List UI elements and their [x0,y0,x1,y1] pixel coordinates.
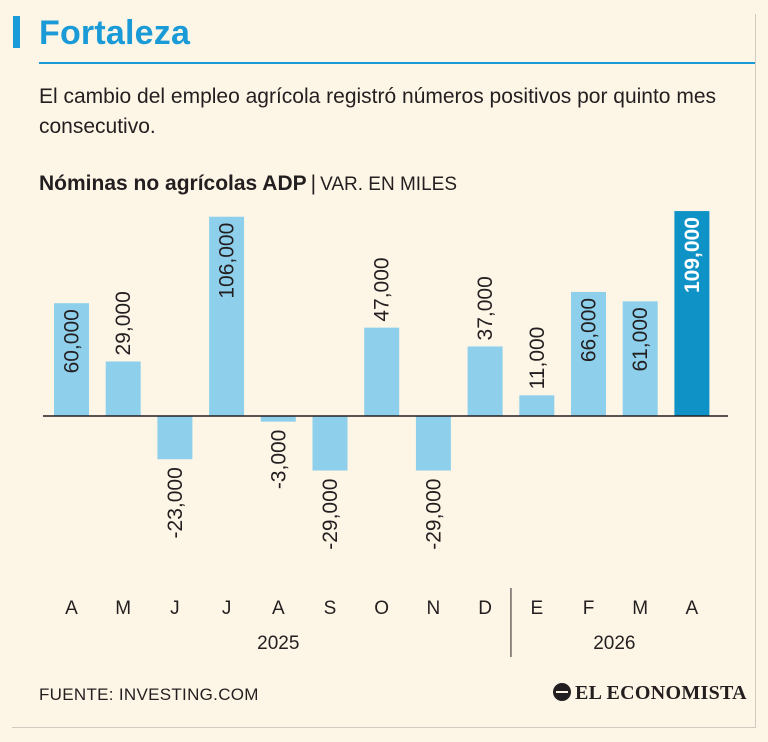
bar-m-11 [622,301,658,416]
x-tick-label-5: S [324,598,337,619]
chart-heading-separator: | [310,172,317,195]
page-title: Fortaleza [39,14,191,52]
data-label-9: 11,000 [526,327,549,390]
panel-frame [12,14,756,728]
bar-n-7 [415,416,451,471]
x-tick-label-3: J [222,598,232,619]
bar-s-5 [312,416,348,471]
bar-e-9 [519,395,555,416]
bar-o-6 [364,327,400,416]
brand-mark-icon [553,683,571,701]
x-tick-label-9: E [530,598,543,619]
source-note: FUENTE: INVESTING.COM [39,685,259,704]
x-tick-label-6: O [374,598,389,619]
data-label-1: 29,000 [112,291,135,355]
subtitle: El cambio del empleo agrícola registró n… [39,85,716,138]
x-tick-label-0: A [65,598,78,619]
x-tick-label-11: M [632,598,648,619]
x-tick-label-12: A [686,598,699,619]
year-label-1: 2026 [593,633,635,654]
bar-a-12 [674,211,710,416]
chart-title: Nóminas no agrícolas ADP [39,172,307,195]
data-label-11: 61,000 [629,307,652,371]
data-label-3: 106,000 [216,223,239,299]
x-tick-label-4: A [272,598,285,619]
x-tick-label-2: J [170,598,180,619]
data-label-6: 47,000 [371,257,394,321]
bar-d-8 [467,346,503,416]
data-label-2: -23,000 [164,467,187,538]
chart-heading: Nóminas no agrícolas ADP | VAR. EN MILES [39,172,457,196]
x-tick-label-8: D [478,598,492,619]
data-label-0: 60,000 [61,309,84,373]
bar-a-0 [54,303,89,416]
brand-logo: EL ECONOMISTA [553,682,747,705]
data-label-12: 109,000 [681,217,704,293]
bar-j-2 [157,416,193,460]
data-label-4: -3,000 [267,430,290,490]
x-tick-label-10: F [583,598,595,619]
data-label-5: -29,000 [319,479,342,550]
x-tick-label-7: N [427,598,441,619]
year-label-0: 2025 [257,633,299,654]
bar-j-3 [209,216,245,416]
brand-name: EL ECONOMISTA [575,682,747,704]
bar-f-10 [571,291,606,416]
title-rule [39,62,755,64]
bar-a-4 [260,416,296,422]
title-accent-bar [13,16,20,48]
x-tick-label-1: M [115,598,131,619]
data-label-10: 66,000 [578,298,601,362]
chart-unit: VAR. EN MILES [320,174,457,195]
data-label-7: -29,000 [422,479,445,550]
data-label-8: 37,000 [474,276,497,340]
bar-m-1 [105,361,141,416]
